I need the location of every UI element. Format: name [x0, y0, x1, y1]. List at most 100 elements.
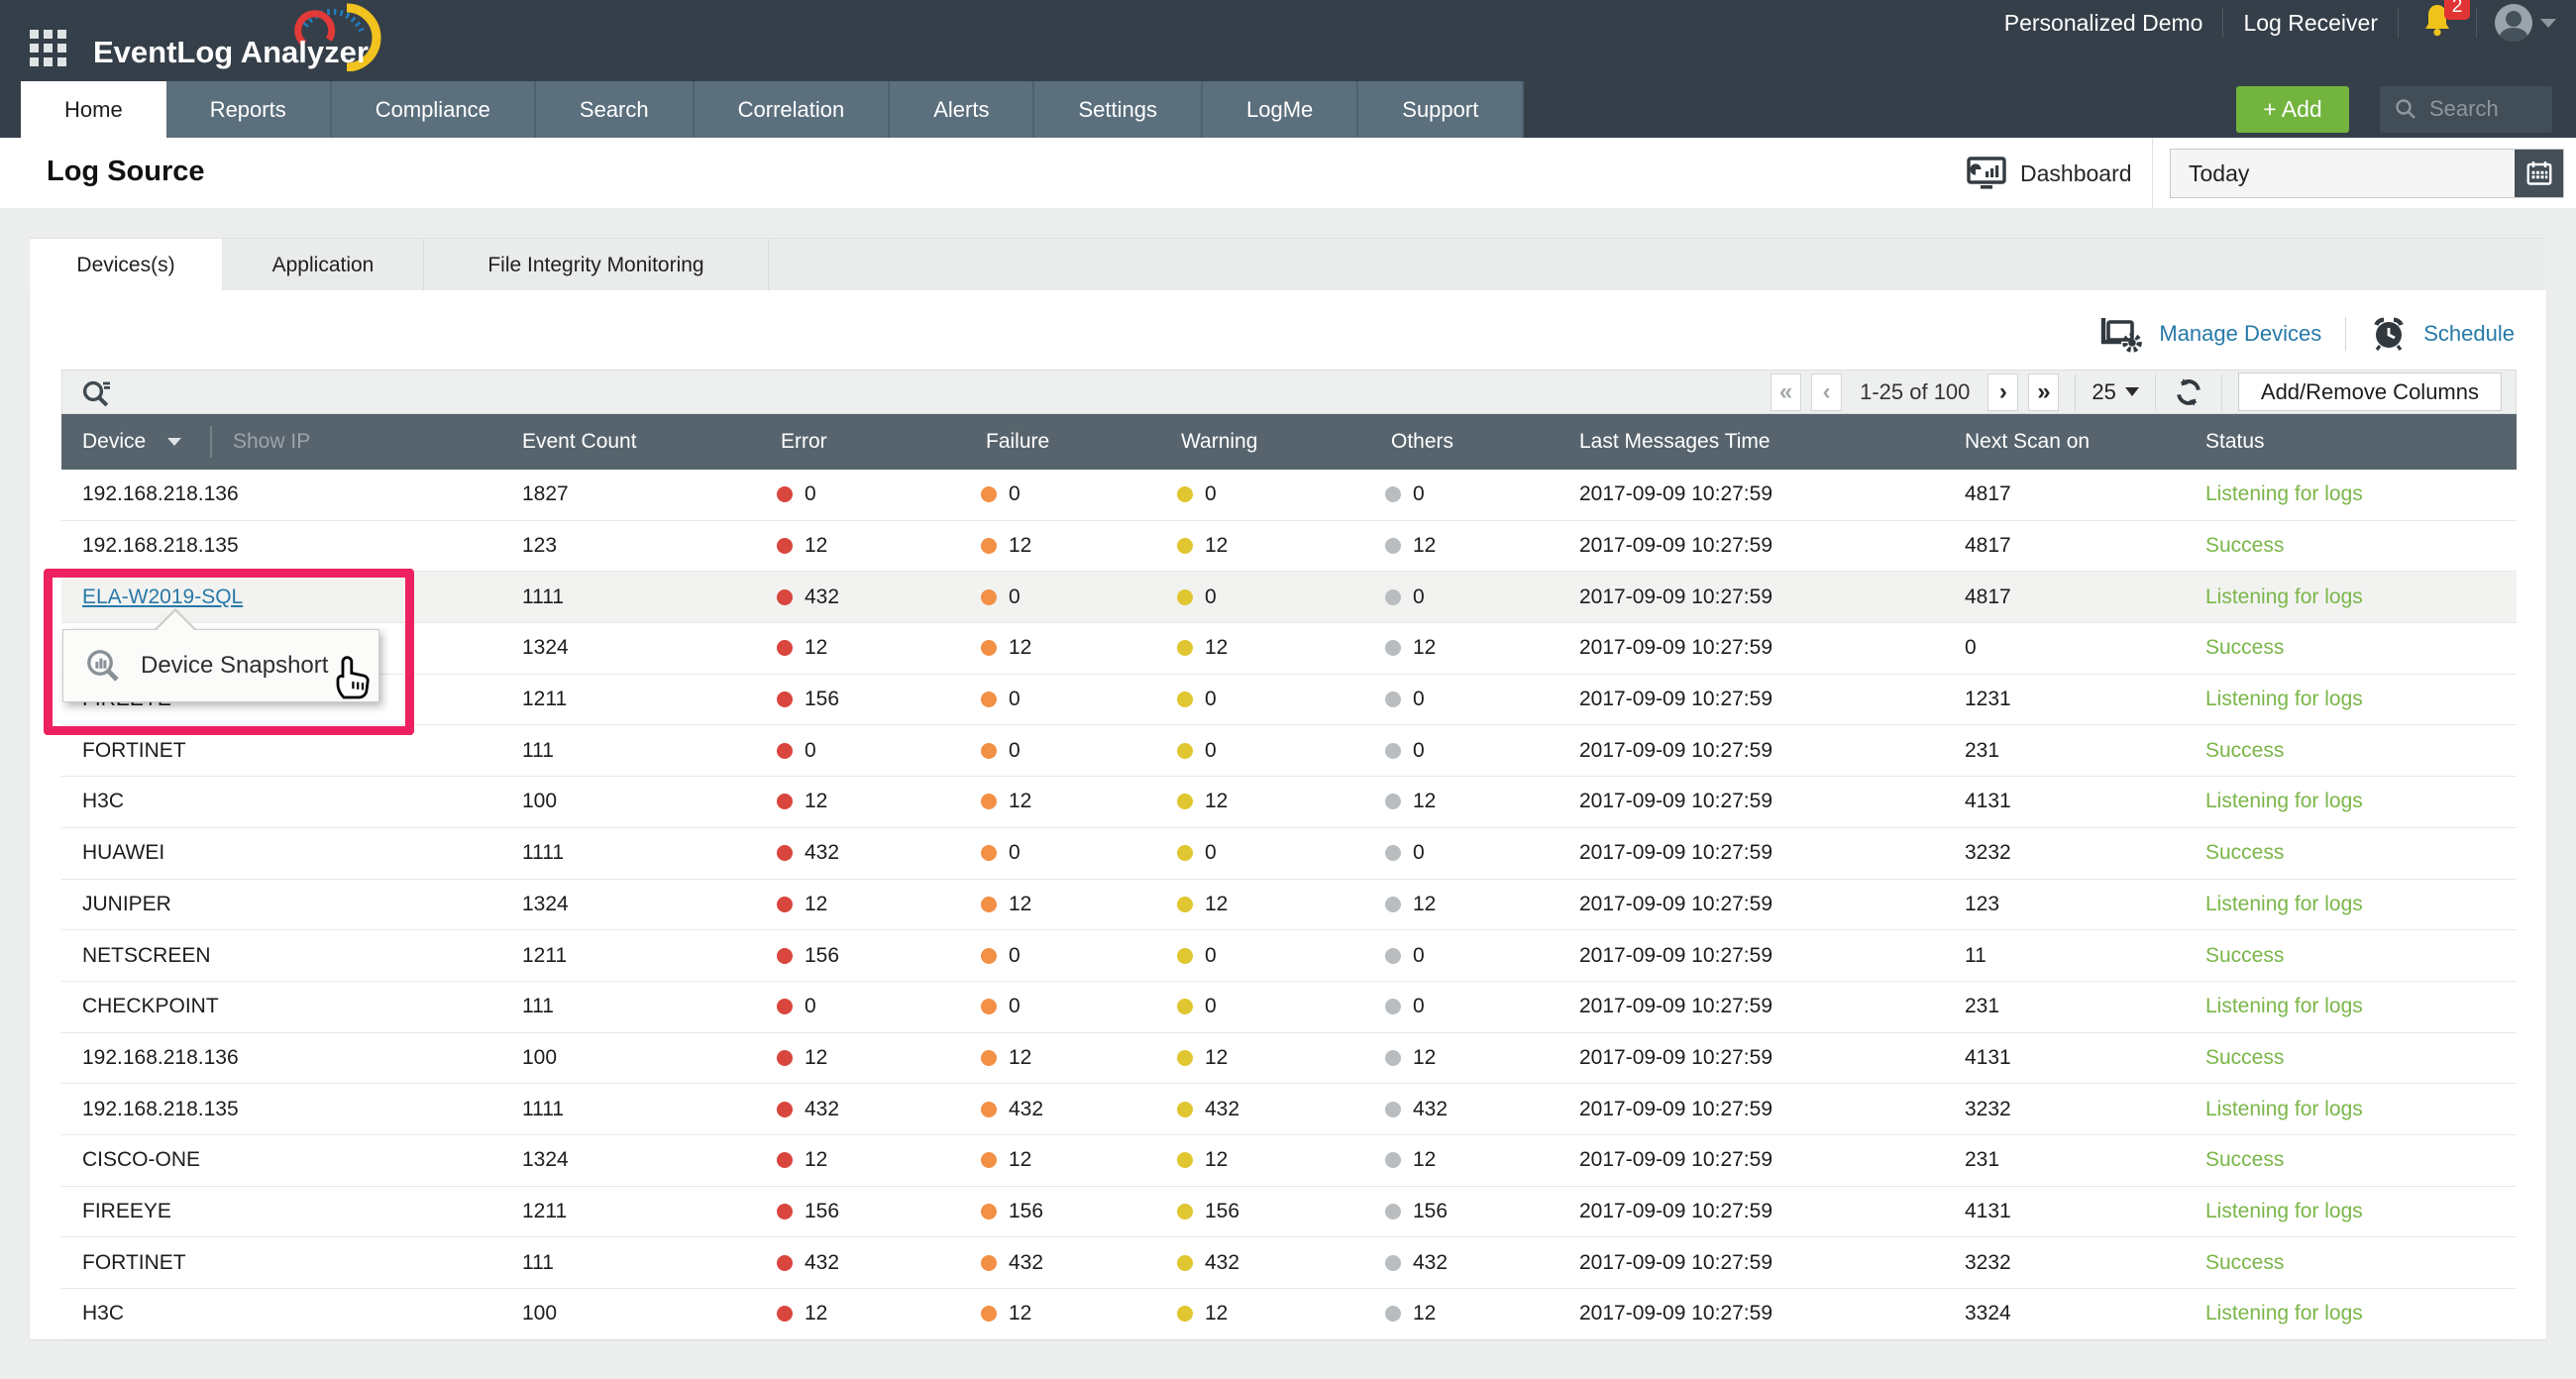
- notifications-bell-icon[interactable]: 2: [2399, 0, 2476, 44]
- nav-tab-compliance[interactable]: Compliance: [331, 81, 536, 138]
- next-page-button[interactable]: ›: [1987, 372, 2019, 411]
- last-page-button[interactable]: »: [2028, 372, 2060, 411]
- global-search-input[interactable]: Search: [2380, 85, 2552, 133]
- device-name[interactable]: HUAWEI: [82, 841, 165, 865]
- nav-tab-home[interactable]: Home: [21, 81, 166, 138]
- device-name[interactable]: H3C: [82, 1302, 125, 1326]
- refresh-icon[interactable]: [2172, 375, 2205, 409]
- device-name[interactable]: FIREEYE: [82, 1199, 171, 1222]
- column-failure[interactable]: Failure: [986, 430, 1050, 453]
- column-others[interactable]: Others: [1391, 430, 1454, 453]
- last-messages-time: 2017-09-09 10:27:59: [1579, 790, 1772, 813]
- nav-tab-correlation[interactable]: Correlation: [694, 81, 891, 138]
- nav-tab-alerts[interactable]: Alerts: [890, 81, 1035, 138]
- device-name[interactable]: NETSCREEN: [82, 943, 211, 967]
- event-count: 1324: [522, 1148, 569, 1172]
- table-row: 192.168.218.136 100 12 12 12 12 2017-09-09 10:…: [61, 1032, 2517, 1085]
- device-name[interactable]: CHECKPOINT: [82, 995, 219, 1018]
- next-scan-on: 4131: [1965, 1045, 2011, 1069]
- schedule-link[interactable]: Schedule: [2423, 321, 2515, 346]
- last-messages-time: 2017-09-09 10:27:59: [1579, 892, 1772, 915]
- tab-application[interactable]: Application: [223, 239, 424, 291]
- column-status[interactable]: Status: [2205, 430, 2265, 453]
- tab-devices-s-[interactable]: Devices(s): [30, 239, 223, 291]
- manage-devices-link[interactable]: Manage Devices: [2159, 321, 2322, 346]
- divider: [2220, 373, 2222, 410]
- others-dot: [1385, 691, 1401, 708]
- column-warning[interactable]: Warning: [1181, 430, 1258, 453]
- nav-tab-search[interactable]: Search: [535, 81, 695, 138]
- device-name[interactable]: 192.168.218.136: [82, 1045, 239, 1069]
- log-source-card: Devices(s) Application File Integrity Moni…: [30, 238, 2546, 1340]
- status: Listening for logs: [2205, 1302, 2363, 1326]
- nav-tab-support[interactable]: Support: [1358, 81, 1525, 138]
- others-value: 432: [1413, 1250, 1449, 1274]
- page-size-select[interactable]: 25: [2092, 379, 2139, 405]
- status: Listening for logs: [2205, 482, 2363, 506]
- last-messages-time: 2017-09-09 10:27:59: [1579, 841, 1772, 865]
- tab-file-integrity-monitoring[interactable]: File Integrity Monitoring: [424, 239, 769, 291]
- warning-value: 0: [1205, 841, 1217, 865]
- device-snapshot-label[interactable]: Device Snapshort: [141, 652, 329, 679]
- date-range-picker[interactable]: Today: [2170, 149, 2564, 198]
- column-device[interactable]: Device: [82, 414, 182, 470]
- status: Listening for logs: [2205, 1199, 2363, 1222]
- event-count: 1324: [522, 636, 569, 660]
- device-name[interactable]: ELA-W2019-SQL: [82, 584, 244, 608]
- last-messages-time: 2017-09-09 10:27:59: [1579, 1045, 1772, 1069]
- add-remove-columns-button[interactable]: Add/Remove Columns: [2237, 372, 2502, 411]
- event-count: 1324: [522, 892, 569, 915]
- others-value: 12: [1413, 636, 1437, 660]
- calendar-icon[interactable]: [2515, 150, 2563, 197]
- menu-log-receiver[interactable]: Log Receiver: [2243, 9, 2378, 36]
- next-scan-on: 11: [1965, 943, 1986, 967]
- nav-tab-logme[interactable]: LogMe: [1202, 81, 1359, 138]
- nav-tab-reports[interactable]: Reports: [165, 81, 332, 138]
- failure-dot: [981, 1101, 997, 1117]
- others-dot: [1385, 486, 1401, 503]
- device-name[interactable]: FORTINET: [82, 738, 186, 762]
- event-count: 1211: [522, 1199, 568, 1222]
- next-scan-on: 4131: [1965, 1199, 2011, 1222]
- warning-dot: [1177, 896, 1193, 912]
- others-dot: [1385, 742, 1401, 759]
- page-header: Log Source Dashboard Today: [0, 138, 2576, 208]
- column-next-scan-on[interactable]: Next Scan on: [1965, 430, 2091, 453]
- pagination-range: 1-25 of 100: [1860, 378, 1971, 404]
- table-row: 192.168.218.135 123 12 12 12 12 2017-09-09 10:…: [61, 520, 2517, 573]
- table-row: FIREEYE12111560002017-09-09 10:27:591231…: [61, 674, 2517, 726]
- warning-value: 0: [1205, 482, 1217, 506]
- event-count: 100: [522, 790, 558, 813]
- column-show-ip[interactable]: Show IP: [233, 430, 311, 453]
- event-count: 1111: [522, 1097, 565, 1120]
- device-name[interactable]: 192.168.218.135: [82, 1097, 239, 1120]
- status: Success: [2205, 738, 2285, 762]
- menu-personalized-demo[interactable]: Personalized Demo: [2003, 9, 2203, 36]
- warning-value: 0: [1205, 943, 1217, 967]
- warning-value: 0: [1205, 688, 1217, 711]
- column-event-count[interactable]: Event Count: [522, 430, 637, 453]
- dashboard-link[interactable]: Dashboard: [1967, 152, 2132, 195]
- divider: [2075, 373, 2077, 410]
- prev-page-button[interactable]: ‹: [1811, 372, 1843, 411]
- warning-dot: [1177, 1254, 1193, 1271]
- apps-grid-icon[interactable]: [30, 30, 69, 69]
- column-error[interactable]: Error: [781, 430, 827, 453]
- add-button[interactable]: + Add: [2236, 85, 2349, 133]
- table-search-icon[interactable]: [80, 377, 112, 409]
- device-name[interactable]: JUNIPER: [82, 892, 171, 915]
- column-last-messages-time[interactable]: Last Messages Time: [1579, 430, 1771, 453]
- nav-tab-settings[interactable]: Settings: [1034, 81, 1203, 138]
- others-value: 12: [1413, 790, 1437, 813]
- next-scan-on: 3232: [1965, 841, 2011, 865]
- device-name[interactable]: 192.168.218.135: [82, 534, 239, 558]
- device-name[interactable]: 192.168.218.136: [82, 482, 239, 506]
- device-name[interactable]: H3C: [82, 790, 125, 813]
- first-page-button[interactable]: «: [1771, 372, 1802, 411]
- device-name[interactable]: CISCO-ONE: [82, 1148, 201, 1172]
- failure-value: 432: [1009, 1097, 1044, 1120]
- device-name[interactable]: FORTINET: [82, 1250, 186, 1274]
- last-messages-time: 2017-09-09 10:27:59: [1579, 943, 1772, 967]
- others-dot: [1385, 1049, 1401, 1066]
- user-menu[interactable]: [2477, 4, 2556, 42]
